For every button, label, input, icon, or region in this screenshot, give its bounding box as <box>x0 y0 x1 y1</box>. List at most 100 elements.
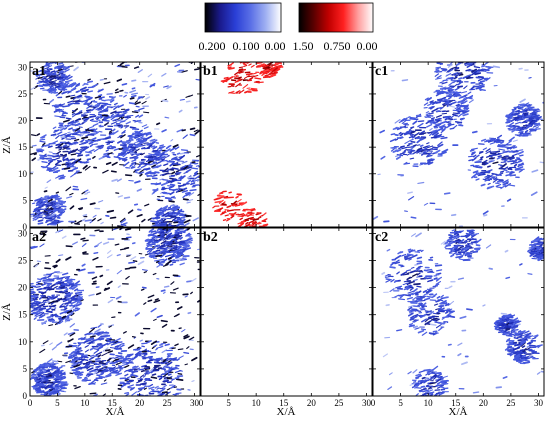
heat-mark <box>389 288 395 293</box>
heat-mark <box>471 152 476 156</box>
heat-mark <box>413 320 417 323</box>
heat-mark <box>75 152 82 155</box>
heat-mark <box>513 117 517 121</box>
heat-mark <box>519 154 524 157</box>
heat-mark <box>176 152 181 155</box>
heat-mark <box>180 165 187 171</box>
heat-mark <box>193 172 199 177</box>
heat-mark <box>142 374 146 378</box>
heat-mark <box>62 146 70 149</box>
heat-mark <box>508 136 515 142</box>
heat-mark <box>534 334 539 339</box>
heat-mark <box>69 307 74 311</box>
heat-mark <box>167 257 173 260</box>
heat-mark <box>462 96 467 101</box>
heat-mark <box>134 168 142 171</box>
heat-mark <box>74 356 78 360</box>
heat-mark <box>169 147 175 152</box>
heat-mark <box>268 58 273 60</box>
heat-mark <box>423 102 429 106</box>
heat-mark <box>194 129 200 135</box>
heat-mark <box>423 379 428 384</box>
heat-mark <box>84 100 88 105</box>
heat-mark <box>33 294 39 296</box>
heat-mark <box>428 112 434 115</box>
heat-mark <box>65 95 71 98</box>
heat-mark <box>127 344 135 349</box>
heat-mark <box>509 170 513 173</box>
heat-mark <box>62 82 68 85</box>
heat-mark <box>122 331 127 334</box>
heat-mark <box>194 175 200 180</box>
heat-mark <box>524 359 530 362</box>
heat-mark <box>97 335 102 340</box>
heat-mark <box>440 151 447 155</box>
heat-mark <box>543 240 544 242</box>
heat-mark <box>161 349 168 354</box>
heat-mark <box>463 47 468 49</box>
heat-mark <box>65 317 69 321</box>
heat-mark <box>522 348 527 353</box>
heat-mark <box>69 205 75 210</box>
heat-mark <box>72 185 79 188</box>
heat-mark <box>170 139 174 142</box>
panel-c1: c1 <box>372 47 545 228</box>
heat-mark <box>543 245 544 247</box>
heat-mark <box>420 388 428 391</box>
heat-mark <box>53 285 58 289</box>
heat-mark <box>100 221 104 225</box>
heat-mark <box>98 361 106 365</box>
heat-mark <box>455 236 460 240</box>
heat-mark <box>455 94 461 98</box>
heat-mark <box>58 254 64 256</box>
heat-mark <box>156 209 163 212</box>
heat-mark <box>428 386 432 390</box>
heat-mark <box>72 167 79 171</box>
y-tick-label: 0 <box>23 391 28 401</box>
heat-mark <box>412 296 418 301</box>
heat-mark <box>169 346 174 349</box>
heat-mark <box>450 213 457 217</box>
heat-mark <box>136 346 140 349</box>
heat-mark <box>137 389 143 393</box>
heat-mark <box>79 148 86 153</box>
heat-mark <box>161 186 165 191</box>
heat-mark <box>116 178 122 182</box>
heat-mark <box>511 128 517 133</box>
heat-mark <box>53 70 58 74</box>
heat-mark <box>67 131 71 134</box>
heat-mark <box>392 127 400 130</box>
heat-mark <box>177 348 184 351</box>
heat-mark <box>189 336 195 341</box>
heat-mark <box>167 373 172 376</box>
heat-mark <box>41 65 46 69</box>
heat-mark <box>118 157 126 160</box>
heat-mark <box>34 311 41 317</box>
heat-mark <box>70 82 77 88</box>
heat-mark <box>506 115 511 118</box>
heat-mark <box>162 187 167 191</box>
heat-mark <box>502 182 507 186</box>
heat-mark <box>177 208 183 213</box>
heat-mark <box>65 256 72 261</box>
heat-mark <box>480 138 487 142</box>
heat-mark <box>261 218 268 222</box>
heat-mark <box>249 76 254 81</box>
heat-mark <box>165 357 169 360</box>
heat-mark <box>506 117 513 121</box>
heat-mark <box>102 365 107 369</box>
y-tick-label: 5 <box>23 364 28 374</box>
heat-mark <box>475 86 483 90</box>
heat-mark <box>152 250 157 253</box>
heat-mark <box>30 288 34 291</box>
heat-mark <box>43 203 48 206</box>
heat-mark <box>162 211 169 217</box>
heat-mark <box>515 109 520 113</box>
heat-mark <box>152 174 158 177</box>
heat-mark <box>417 148 424 151</box>
heat-mark <box>504 143 508 147</box>
heat-mark <box>55 108 61 111</box>
heat-mark <box>422 145 428 149</box>
heat-mark <box>119 248 126 251</box>
heat-mark <box>77 337 83 340</box>
